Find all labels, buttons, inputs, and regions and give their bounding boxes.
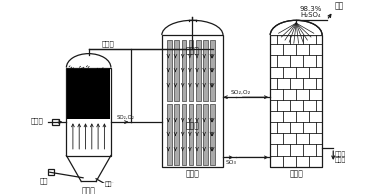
Bar — [203, 40, 208, 101]
Bar — [48, 169, 54, 175]
Bar — [105, 183, 113, 189]
Bar — [211, 104, 215, 165]
Text: 98.3%: 98.3% — [300, 6, 322, 12]
Text: 沸腾炉: 沸腾炉 — [82, 186, 95, 194]
Bar — [203, 104, 208, 165]
Bar — [67, 69, 110, 119]
Text: 空气: 空气 — [39, 177, 48, 184]
Bar — [162, 35, 223, 167]
Text: 催化剂: 催化剂 — [185, 121, 199, 130]
Bar — [67, 68, 111, 156]
Text: 经净化: 经净化 — [102, 41, 114, 47]
Text: SO₂,O₂: SO₂,O₂ — [231, 89, 250, 94]
Text: SO₃: SO₃ — [226, 160, 237, 165]
Bar — [175, 104, 179, 165]
Bar — [189, 40, 194, 101]
Bar — [182, 104, 186, 165]
Bar — [196, 104, 201, 165]
Text: SO₂,O₂: SO₂,O₂ — [117, 114, 134, 119]
Text: 尾气: 尾气 — [334, 1, 343, 10]
Bar — [167, 104, 172, 165]
Bar — [51, 119, 59, 125]
Bar — [211, 40, 215, 101]
Text: 供稀释
用硫酸: 供稀释 用硫酸 — [335, 151, 346, 164]
Bar — [189, 104, 194, 165]
Bar — [182, 40, 186, 101]
Bar — [167, 40, 172, 101]
Text: H₂SO₄: H₂SO₄ — [300, 11, 320, 17]
Wedge shape — [270, 9, 322, 35]
Text: 黄铁矿: 黄铁矿 — [30, 118, 43, 125]
Bar — [175, 40, 179, 101]
Text: 矿渣: 矿渣 — [104, 181, 112, 187]
Bar — [196, 40, 201, 101]
Text: 催化剂: 催化剂 — [185, 47, 199, 56]
Bar — [270, 35, 322, 167]
Text: 接触室: 接触室 — [185, 170, 199, 178]
Text: 吸收塔: 吸收塔 — [289, 170, 303, 178]
